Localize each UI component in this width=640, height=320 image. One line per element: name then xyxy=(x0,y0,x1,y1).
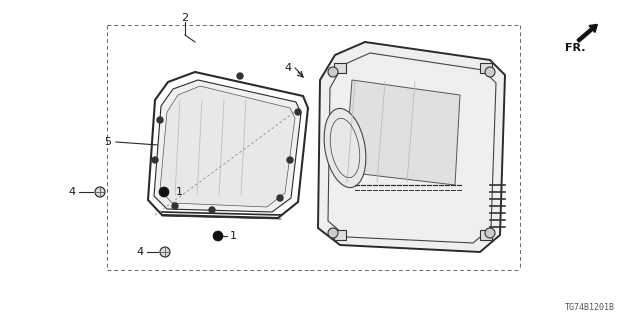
Circle shape xyxy=(157,117,163,123)
Circle shape xyxy=(287,157,293,163)
Text: 5: 5 xyxy=(104,137,111,147)
Circle shape xyxy=(277,195,283,201)
Circle shape xyxy=(485,67,495,77)
Polygon shape xyxy=(345,80,460,185)
Circle shape xyxy=(172,203,178,209)
Text: TG74B1201B: TG74B1201B xyxy=(565,303,615,313)
Circle shape xyxy=(237,73,243,79)
Circle shape xyxy=(485,228,495,238)
Bar xyxy=(334,230,346,240)
Circle shape xyxy=(213,231,223,241)
Circle shape xyxy=(209,207,215,213)
Ellipse shape xyxy=(324,108,366,188)
Circle shape xyxy=(95,187,105,197)
Circle shape xyxy=(328,228,338,238)
FancyArrow shape xyxy=(577,24,597,42)
Text: 2: 2 xyxy=(181,13,189,23)
Text: 1: 1 xyxy=(230,231,237,241)
Text: 4: 4 xyxy=(136,247,143,257)
Circle shape xyxy=(160,247,170,257)
Circle shape xyxy=(152,157,158,163)
Bar xyxy=(480,230,492,240)
Polygon shape xyxy=(154,80,301,212)
Text: 1: 1 xyxy=(176,187,183,197)
Polygon shape xyxy=(160,86,295,207)
Circle shape xyxy=(328,67,338,77)
Text: 4: 4 xyxy=(68,187,76,197)
Polygon shape xyxy=(318,42,505,252)
Circle shape xyxy=(159,187,169,197)
Circle shape xyxy=(295,109,301,115)
Bar xyxy=(334,63,346,73)
Text: FR.: FR. xyxy=(564,43,585,53)
Bar xyxy=(480,63,492,73)
Text: 4: 4 xyxy=(285,63,292,73)
